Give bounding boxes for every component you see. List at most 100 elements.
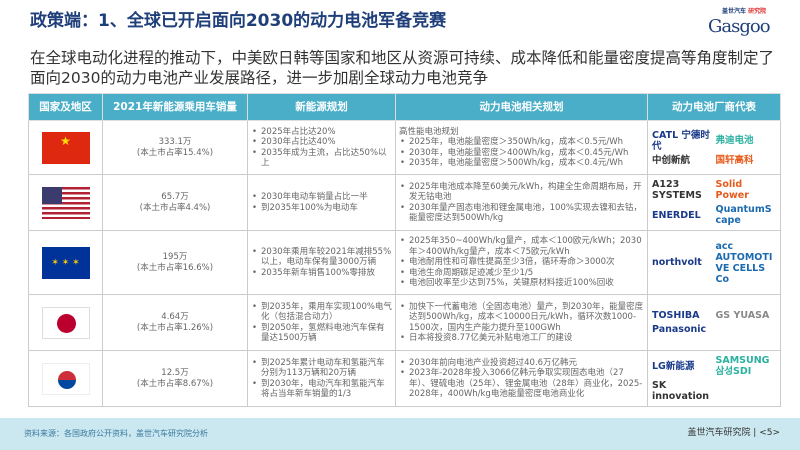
market-share: (本土市占率1.26%)	[136, 322, 214, 333]
sales-value: 333.1万	[158, 137, 192, 147]
bullet-item: 2030年电动车销量占比一半	[251, 192, 392, 203]
table-row: 65.7万(本土市占率4.4%) 2030年电动车销量占比一半到2035年100…	[28, 174, 781, 231]
plan-cell: 2030年电动车销量占比一半到2035年100%为电动车	[247, 174, 396, 231]
brand-logo: QuantumScape	[715, 204, 772, 226]
brand-logo: Solid Power	[715, 179, 749, 201]
table-row: 4.64万(本土市占率1.26%) 到2035年，乘用车实现100%电气化（包括…	[28, 294, 781, 351]
brands-cell: A123 SYSTEMS Solid Power ENERDEL QuantumSca…	[647, 174, 781, 231]
bullet-item: 电池生命周期碳足迹减少至少1/5	[399, 268, 644, 279]
sales-cell: 12.5万 (本土市占率8.67%)	[102, 350, 248, 407]
bullet-item: 2030年量产固态电池和锂金属电池，100%实现去镍和去钴，能量密度达到500W…	[399, 203, 644, 224]
sales-value: 4.64万	[161, 312, 189, 322]
policy-table: 国家及地区 2021年新能源乘用车销量 新能源规划 动力电池相关规划 动力电池厂商代表 …	[28, 93, 781, 407]
sales-value: 195万	[162, 252, 188, 262]
content-stack: 国家及地区 2021年新能源乘用车销量 新能源规划 动力电池相关规划 动力电池厂商代表 …	[0, 93, 800, 450]
eu-flag-icon: ✶ ✶ ✶	[41, 246, 90, 279]
sales-value: 12.5万	[161, 368, 189, 378]
bullet-item: 到2035年，乘用车实现100%电气化（包括混合动力）	[251, 302, 392, 323]
logo-word: Gasgoo	[708, 16, 771, 37]
market-share: (本土市占率15.4%)	[136, 147, 214, 158]
sales-cell: 195万 (本土市占率16.6%)	[102, 230, 248, 295]
brand-logo: SK innovation	[652, 380, 709, 402]
logo-tag: 研究院	[748, 8, 767, 15]
korea-flag-icon	[41, 362, 90, 395]
column-header: 动力电池厂商代表	[647, 93, 781, 121]
brand-logo: acc AUTOMOTIVE CELLS Co	[715, 240, 773, 285]
bullet-item: 2035年新车销售100%零排放	[251, 268, 392, 279]
country-cell	[28, 174, 103, 231]
brand-logo: TOSHIBA	[652, 310, 700, 321]
bullet-item: 2025年电池成本降至60美元/kWh，构建全生命周期布局，开发无钴电池	[399, 182, 644, 203]
brand-logo: northvolt	[652, 257, 702, 268]
bullet-item: 电池回收率至少达到75%，关键原材料接近100%回收	[399, 278, 644, 289]
logo-top-text: 盖世汽车	[722, 8, 747, 15]
bullet-item: 到2030年，电动汽车和氢能汽车将占当年新车销量的1/3	[251, 379, 392, 400]
column-header: 新能源规划	[247, 93, 396, 121]
footer: 资料来源：各国政府公开资料，盖世汽车研究院分析 盖世汽车研究院 | <5>	[0, 418, 800, 450]
sales-value: 65.7万	[161, 192, 189, 202]
brand-logo: GS YUASA	[715, 310, 770, 321]
bullet-item: 到2025年累计电动车和氢能汽车分别为113万辆和20万辆	[251, 358, 392, 379]
battery-plan-cell: 2025年电池成本降至60美元/kWh，构建全生命周期布局，开发无钴电池2030…	[395, 174, 648, 231]
bullet-item: 2025年占比达20%	[251, 127, 392, 138]
bullet-item: 到2050年，氢燃料电池汽车保有量达1500万辆	[251, 323, 392, 344]
brand-logo: ENERDEL	[652, 209, 701, 221]
bullet-item: 2035年成为主流，占比达50%以上	[251, 148, 392, 169]
brand-logo: CATL 宁德时代	[652, 129, 710, 152]
brands-cell: LG新能源 SAMSUNG 삼성SDI SK innovation	[647, 350, 781, 407]
bullet-item: 日本将投资8.77亿美元补贴电池工厂的建设	[399, 333, 644, 344]
battery-plan-cell: 2030年前向电池产业投资超过40.6万亿韩元2023年-2028年投入3066…	[395, 350, 648, 407]
brand-logo: Panasonic	[652, 324, 707, 335]
table-wrapper: 国家及地区 2021年新能源乘用车销量 新能源规划 动力电池相关规划 动力电池厂商代表 …	[0, 93, 800, 407]
table-row: ★ 333.1万(本土市占率15.4%) 2025年占比达20%2030年占比达…	[28, 120, 781, 175]
brands-cell: northvolt acc AUTOMOTIVE CELLS Co	[647, 230, 781, 295]
country-cell	[28, 350, 103, 407]
japan-flag-icon	[41, 306, 90, 339]
market-share: (本土市占率8.67%)	[136, 378, 214, 389]
brand-logo: LG新能源	[652, 360, 695, 372]
bullet-item: 电池耐用性和可靠性提高至少3倍，循环寿命＞3000次	[399, 257, 644, 268]
bullet-item: 2025年，电池能量密度＞350Wh/kg，成本＜0.5元/Wh	[399, 137, 644, 148]
bullet-item: 2030年占比达40%	[251, 137, 392, 148]
bullet-item: 2030年乘用车较2021年减排55%以上，电动车保有量3000万辆	[251, 247, 392, 268]
bullet-item: 2035年，电池能量密度＞500Wh/kg，成本＜0.4元/Wh	[399, 158, 644, 169]
bullet-item: 2030年，电池能量密度＞400Wh/kg，成本＜0.45元/Wh	[399, 148, 644, 159]
gasgoo-logo: 盖世汽车 研究院 Gasgoo	[700, 8, 786, 38]
battery-intro: 高性能电池规划	[399, 126, 459, 137]
header-row: 国家及地区 2021年新能源乘用车销量 新能源规划 动力电池相关规划 动力电池厂商代表	[28, 93, 781, 121]
brands-cell: CATL 宁德时代 弗迪电池 中创新航 国轩高科	[647, 120, 781, 175]
page-number: 盖世汽车研究院 | <5>	[687, 428, 780, 438]
market-share: (本土市占率4.4%)	[139, 202, 211, 213]
brand-logo: 中创新航	[652, 154, 691, 166]
usa-flag-icon	[41, 186, 90, 219]
bullet-item: 2023年-2028年投入3066亿韩元争取实现固态电池（27年）、锂硫电池（2…	[399, 368, 644, 400]
brand-logo: SAMSUNG 삼성SDI	[715, 355, 770, 377]
logo-text: 盖世汽车 研究院	[722, 8, 766, 15]
market-share: (本土市占率16.6%)	[136, 262, 214, 273]
china-flag-icon: ★	[41, 131, 90, 164]
plan-cell: 2025年占比达20%2030年占比达40%2035年成为主流，占比达50%以上	[247, 120, 396, 175]
bullet-item: 加快下一代蓄电池（全固态电池）量产，到2030年，能量密度达到500Wh/kg，…	[399, 302, 644, 334]
page-title: 政策端：1、全球已开启面向2030的动力电池军备竞赛	[30, 11, 447, 31]
brand-logo: A123 SYSTEMS	[652, 179, 702, 201]
sales-cell: 333.1万 (本土市占率15.4%)	[102, 120, 248, 175]
plan-cell: 2030年乘用车较2021年减排55%以上，电动车保有量3000万辆2035年新…	[247, 230, 396, 295]
bullet-item: 到2035年100%为电动车	[251, 203, 392, 214]
sales-cell: 4.64万 (本土市占率1.26%)	[102, 294, 248, 351]
column-header: 国家及地区	[28, 93, 103, 121]
brand-logo: 弗迪电池	[715, 135, 754, 146]
source-note: 资料来源：各国政府公开资料，盖世汽车研究院分析	[24, 429, 208, 438]
sales-cell: 65.7万 (本土市占率4.4%)	[102, 174, 248, 231]
battery-plan-cell: 2025年350~400Wh/kg量产，成本＜100欧元/kWh；2030年＞4…	[395, 230, 648, 295]
battery-plan-cell: 高性能电池规划2025年，电池能量密度＞350Wh/kg，成本＜0.5元/Wh2…	[395, 120, 648, 175]
country-cell: ★	[28, 120, 103, 175]
table-row: 12.5万(本土市占率8.67%) 到2025年累计电动车和氢能汽车分别为113…	[28, 350, 781, 407]
plan-cell: 到2035年，乘用车实现100%电气化（包括混合动力）到2050年，氢燃料电池汽…	[247, 294, 396, 351]
battery-plan-cell: 加快下一代蓄电池（全固态电池）量产，到2030年，能量密度达到500Wh/kg，…	[395, 294, 648, 351]
country-cell	[28, 294, 103, 351]
brands-cell: TOSHIBA GS YUASA Panasonic	[647, 294, 781, 351]
lead-text: 在全球电动化进程的推动下，中美欧日韩等国家和地区从资源可持续、成本降低和能量密度…	[30, 49, 775, 87]
column-header: 2021年新能源乘用车销量	[102, 93, 248, 121]
table-row: ✶ ✶ ✶ 195万(本土市占率16.6%) 2030年乘用车较2021年减排5…	[28, 230, 781, 295]
country-cell: ✶ ✶ ✶	[28, 230, 103, 295]
